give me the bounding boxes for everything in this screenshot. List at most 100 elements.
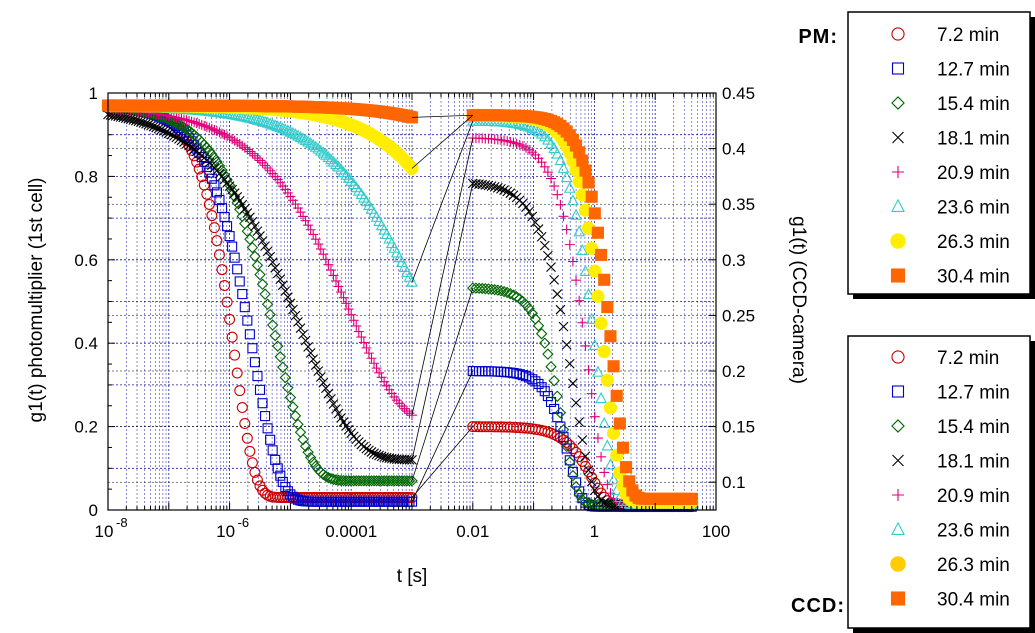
pm-point-20-9-min xyxy=(201,121,212,132)
pm-point-20-9-min xyxy=(310,234,321,245)
pm-point-18-1-min xyxy=(242,208,253,218)
ccd-point-20-9-min xyxy=(552,189,563,200)
pm-point-20-9-min xyxy=(239,142,250,153)
pm-point-7-2-min xyxy=(241,432,253,444)
ccd-point-23-6-min xyxy=(554,153,567,166)
ccd-point-26-3-min xyxy=(585,241,599,255)
pm-point-20-9-min xyxy=(348,315,359,326)
pm-point-23-6-min xyxy=(264,117,276,129)
pm-point-20-9-min xyxy=(262,163,273,173)
pm-point-23-6-min xyxy=(246,112,259,124)
pm-point-12-7-min xyxy=(237,289,248,300)
pm-point-20-9-min xyxy=(247,148,258,159)
pm-point-18-1-min xyxy=(146,120,156,131)
pm-point-7-2-min xyxy=(219,280,231,292)
pm-point-20-9-min xyxy=(353,326,364,337)
ccd-point-18-1-min xyxy=(568,378,578,389)
ccd-point-12-7-min xyxy=(495,366,507,377)
pm-point-15-4-min xyxy=(173,118,185,131)
ccd-point-23-6-min xyxy=(601,439,614,451)
pm-point-18-1-min xyxy=(402,454,412,465)
ccd-point-18-1-min xyxy=(549,274,560,285)
ccd-point-12-7-min xyxy=(499,366,510,378)
pm-point-12-7-min xyxy=(211,187,222,198)
pm-point-23-6-min xyxy=(337,165,350,178)
pm-point-20-9-min xyxy=(244,146,255,157)
pm-point-18-1-min xyxy=(293,317,303,327)
pm-point-20-9-min xyxy=(209,124,220,135)
pm-point-15-4-min xyxy=(178,121,190,134)
ccd-point-26-3-min xyxy=(597,344,611,359)
y-left-tick-label: 0.8 xyxy=(74,167,98,186)
pm-point-20-9-min xyxy=(341,298,352,309)
pm-point-15-4-min xyxy=(284,391,297,404)
ccd-point-15-4-min xyxy=(495,285,507,297)
ccd-point-12-7-min xyxy=(474,366,485,377)
legend-marker-12-7-min xyxy=(891,62,905,75)
pm-point-20-9-min xyxy=(255,155,265,166)
ccd-point-15-4-min xyxy=(554,406,567,419)
pm-point-20-9-min xyxy=(227,134,238,145)
ccd-point-26-3-min xyxy=(603,401,618,415)
pm-point-18-1-min xyxy=(151,122,162,133)
right-y-axis-title: g1(t) (CCD-camera) xyxy=(788,216,809,384)
pm-point-18-1-min xyxy=(364,445,374,456)
pm-point-15-4-min xyxy=(320,470,332,482)
ccd-point-15-4-min xyxy=(523,302,535,315)
pm-point-20-9-min xyxy=(305,224,316,235)
pm-point-15-4-min xyxy=(282,381,294,394)
legend-marker-18-1-min xyxy=(892,454,904,467)
pm-point-15-4-min xyxy=(302,446,314,458)
ccd-point-30-4-min xyxy=(591,226,604,239)
pm-point-15-4-min xyxy=(358,475,370,487)
ccd-point-12-7-min xyxy=(530,376,541,387)
pm-point-7-2-min xyxy=(234,385,246,397)
pm-point-23-6-min xyxy=(292,129,304,141)
legend-label: 18.1 min xyxy=(937,129,1010,150)
pm-point-23-6-min xyxy=(304,137,317,149)
ccd-point-12-7-min xyxy=(574,486,585,497)
pm-point-18-1-min xyxy=(168,131,179,141)
ccd-point-15-4-min xyxy=(557,423,570,436)
pm-point-15-4-min xyxy=(244,233,256,246)
ccd-point-15-4-min xyxy=(498,285,510,298)
ccd-point-23-6-min xyxy=(516,118,529,130)
legend-ccd: CCD: 7.2 min 12.7 min 15.4 min 18.1 min 20.9… xyxy=(791,335,1035,633)
ccd-point-18-1-min xyxy=(599,497,610,508)
ccd-point-12-7-min xyxy=(545,396,557,408)
pm-point-23-6-min xyxy=(266,118,279,130)
data-marks xyxy=(101,99,699,513)
ccd-point-30-4-min xyxy=(620,461,633,474)
ccd-point-18-1-min xyxy=(580,451,591,462)
pm-point-15-4-min xyxy=(256,278,269,290)
pm-point-7-2-min xyxy=(216,264,228,276)
ccd-point-23-6-min xyxy=(582,287,595,300)
ccd-point-18-1-min xyxy=(483,180,494,191)
pm-point-23-6-min xyxy=(241,111,254,123)
y-right-tick-label: 0.4 xyxy=(722,140,746,159)
left-y-axis-title: g1(t) photomultiplier (1st cell) xyxy=(26,178,47,423)
pm-point-18-1-min xyxy=(265,251,276,262)
ccd-point-12-7-min xyxy=(558,432,569,443)
pm-point-18-1-min xyxy=(366,447,377,457)
pm-point-20-9-min xyxy=(224,132,235,143)
legend-label: 26.3 min xyxy=(937,555,1010,576)
legend-pm: PM: 7.2 min 12.7 min 15.4 min 18.1 min 20.9 … xyxy=(798,11,1035,299)
pm-point-18-1-min xyxy=(328,399,339,409)
legend-marker-26-3-min xyxy=(890,233,906,249)
ccd-point-23-6-min xyxy=(592,365,604,377)
pm-point-15-4-min xyxy=(259,288,271,300)
pm-point-20-9-min xyxy=(379,376,390,387)
pm-point-20-9-min xyxy=(328,270,339,281)
ccd-point-26-3-min xyxy=(591,289,605,303)
pm-point-7-2-min xyxy=(203,198,215,210)
pm-point-18-1-min xyxy=(247,216,258,227)
pm-point-20-9-min xyxy=(196,119,207,130)
x-axis-title: t [s] xyxy=(397,566,428,587)
pm-point-20-9-min xyxy=(173,113,184,124)
pm-point-12-7-min xyxy=(242,315,253,326)
ccd-point-18-1-min xyxy=(486,181,497,192)
ccd-point-30-4-min xyxy=(598,273,611,286)
ccd-point-23-6-min xyxy=(529,123,542,135)
pm-point-18-1-min xyxy=(161,127,172,137)
